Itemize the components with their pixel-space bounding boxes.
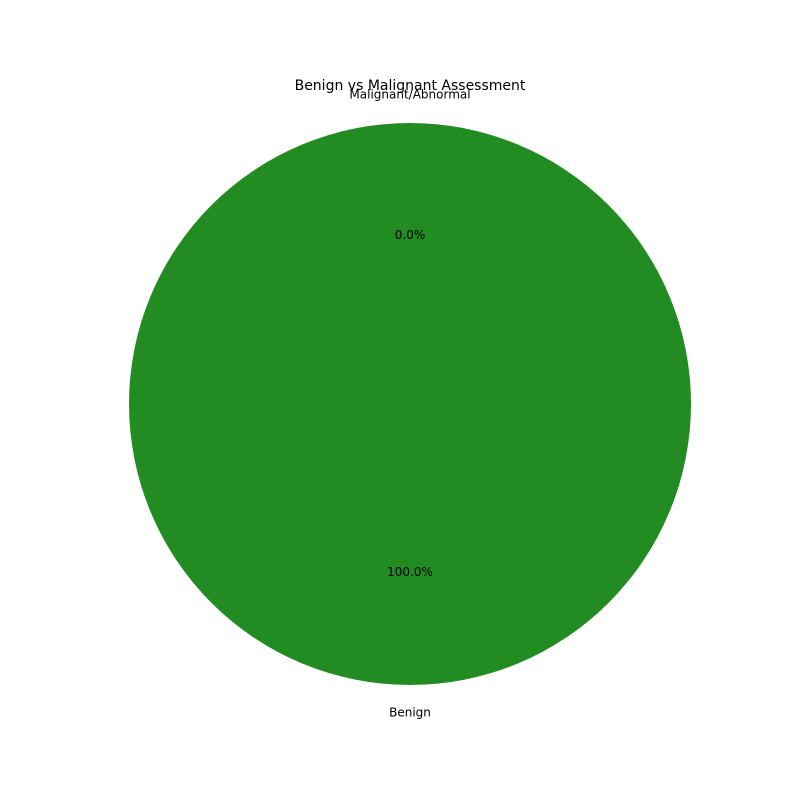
slice-label-malignant-abnormal: Malignant/Abnormal bbox=[349, 87, 470, 101]
pie-slice-benign bbox=[129, 123, 691, 685]
pie-labels: Malignant/Abnormal 0.0% Benign 100.0% bbox=[349, 87, 470, 719]
slice-label-benign: Benign bbox=[389, 706, 431, 720]
percent-label-malignant-abnormal: 0.0% bbox=[395, 228, 426, 242]
percent-label-benign: 100.0% bbox=[387, 565, 433, 579]
pie-slices bbox=[129, 123, 691, 685]
chart-title: Benign vs Malignant Assessment bbox=[295, 78, 526, 94]
